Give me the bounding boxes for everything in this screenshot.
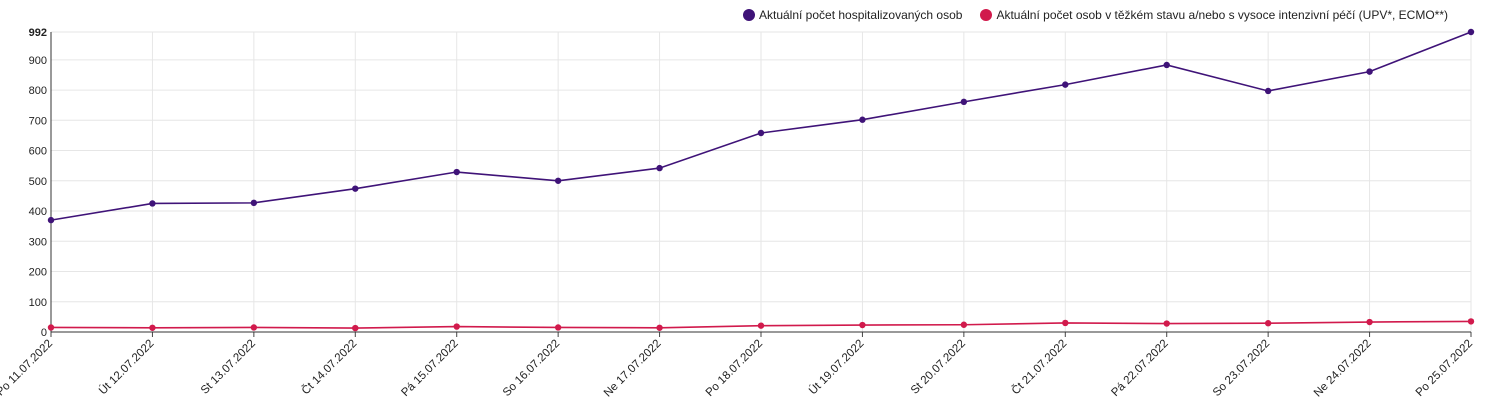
data-point-series-2[interactable] [250, 324, 258, 331]
data-point-series-2[interactable] [960, 321, 968, 328]
y-tick-label: 700 [29, 115, 47, 127]
x-tick-label: Pá 15.07.2022 [399, 338, 460, 399]
data-point-series-1[interactable] [149, 200, 156, 207]
data-point-series-1[interactable] [554, 177, 562, 184]
x-tick-label: Út 19.07.2022 [806, 337, 866, 397]
y-tick-label: 500 [29, 176, 47, 188]
x-tick-label: So 16.07.2022 [501, 338, 562, 399]
data-point-series-2[interactable] [149, 324, 156, 331]
x-tick-label: Čt 21.07.2022 [1009, 337, 1069, 397]
legend-dot-severe [980, 9, 993, 21]
data-point-series-2[interactable] [453, 323, 460, 330]
data-point-series-1[interactable] [757, 129, 765, 137]
x-tick-label: Út 12.07.2022 [96, 337, 156, 397]
x-tick-label: Po 25.07.2022 [1414, 338, 1475, 399]
data-point-series-1[interactable] [1062, 81, 1069, 88]
data-point-series-1[interactable] [656, 164, 663, 172]
data-point-series-2[interactable] [1366, 318, 1373, 326]
x-tick-label: Ne 17.07.2022 [602, 338, 664, 400]
data-point-series-1[interactable] [859, 116, 866, 123]
y-tick-label: 100 [29, 297, 47, 309]
y-tick-label: 800 [29, 85, 47, 97]
data-point-series-1[interactable] [250, 199, 258, 207]
x-tick-label: Po 18.07.2022 [704, 338, 765, 399]
x-tick-label: St 20.07.2022 [909, 338, 968, 397]
data-point-series-2[interactable] [352, 324, 359, 332]
data-point-series-1[interactable] [1163, 61, 1170, 69]
x-tick-label: Čt 14.07.2022 [299, 337, 359, 397]
data-point-series-2[interactable] [554, 324, 562, 331]
y-tick-label: 200 [29, 267, 47, 279]
data-point-series-1[interactable] [352, 185, 359, 192]
y-tick-label: 600 [29, 146, 47, 158]
data-point-series-1[interactable] [47, 216, 55, 224]
x-tick-label: Pá 22.07.2022 [1109, 338, 1170, 399]
data-point-series-1[interactable] [960, 98, 968, 106]
data-point-series-2[interactable] [1163, 320, 1170, 327]
data-point-series-2[interactable] [1264, 320, 1272, 327]
legend-item-severe[interactable]: Aktuální počet osob v těžkém stavu a/neb… [980, 8, 1448, 22]
legend-label-hospitalized: Aktuální počet hospitalizovaných osob [758, 8, 963, 22]
legend-dot-hospitalized [742, 9, 755, 21]
legend-label-severe: Aktuální počet osob v těžkém stavu a/neb… [996, 8, 1448, 22]
data-point-series-1[interactable] [453, 168, 460, 176]
data-point-series-2[interactable] [1062, 319, 1069, 327]
x-tick-label: Po 11.07.2022 [0, 338, 55, 399]
y-tick-label: 992 [29, 27, 47, 39]
data-point-series-2[interactable] [656, 324, 663, 331]
data-point-series-1[interactable] [1264, 87, 1272, 95]
data-point-series-1[interactable] [1366, 68, 1373, 75]
x-tick-label: St 13.07.2022 [199, 338, 258, 397]
x-tick-label: So 23.07.2022 [1211, 338, 1272, 399]
data-point-series-2[interactable] [859, 321, 866, 329]
legend: Aktuální počet hospitalizovaných osob Ak… [742, 8, 1448, 22]
data-point-series-2[interactable] [1467, 318, 1475, 325]
data-point-series-1[interactable] [1467, 28, 1475, 36]
legend-item-hospitalized[interactable]: Aktuální počet hospitalizovaných osob [742, 8, 963, 22]
data-point-series-2[interactable] [757, 322, 765, 329]
x-tick-label: Ne 24.07.2022 [1312, 338, 1374, 400]
y-tick-label: 400 [29, 206, 47, 218]
y-tick-label: 300 [29, 236, 47, 248]
y-tick-label: 900 [29, 55, 47, 67]
data-point-series-2[interactable] [47, 324, 55, 331]
y-tick-label: 0 [41, 327, 47, 339]
